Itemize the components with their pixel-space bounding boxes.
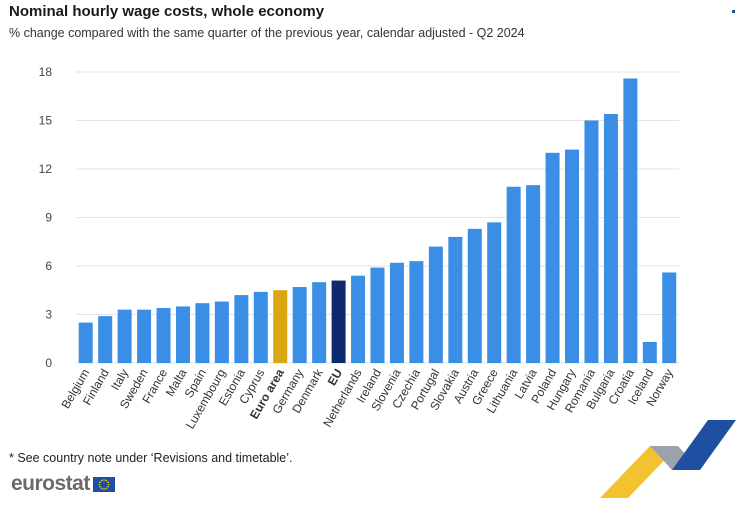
- bar-luxembourg[interactable]: [214, 301, 229, 363]
- bar-croatia[interactable]: [623, 78, 638, 363]
- y-tick-label: 9: [45, 211, 52, 225]
- chart-subtitle: % change compared with the same quarter …: [9, 26, 525, 40]
- y-axis-ticks: 0 3 6 9 12 15 18: [39, 65, 53, 370]
- y-tick-label: 3: [45, 308, 52, 322]
- flag-star: [103, 487, 105, 490]
- bar-belgium[interactable]: [78, 322, 93, 363]
- bar-norway[interactable]: [662, 272, 677, 363]
- eu-flag-icon: [92, 476, 115, 492]
- bar-austria[interactable]: [467, 228, 482, 363]
- bar-bulgaria[interactable]: [603, 114, 618, 363]
- eurostat-logo[interactable]: eurostat: [11, 472, 115, 496]
- flag-star: [99, 485, 101, 488]
- bar-finland[interactable]: [98, 316, 113, 363]
- bar-ireland[interactable]: [370, 267, 385, 363]
- bar-romania[interactable]: [584, 120, 599, 364]
- y-tick-label: 18: [39, 65, 53, 79]
- bar-germany[interactable]: [292, 287, 307, 363]
- y-tick-label: 0: [45, 356, 52, 370]
- brand-wordmark: eurostat: [11, 472, 90, 495]
- bar-slovakia[interactable]: [448, 236, 463, 363]
- bar-france[interactable]: [156, 308, 171, 363]
- chart-title: Nominal hourly wage costs, whole economy: [9, 3, 325, 20]
- bar-greece[interactable]: [487, 222, 502, 363]
- bar-latvia[interactable]: [526, 185, 541, 363]
- eurostat-swoosh-icon: [600, 420, 736, 498]
- corner-mark: [732, 10, 735, 13]
- flag-star: [100, 479, 103, 481]
- flag-star: [107, 483, 110, 485]
- bar-hungary[interactable]: [565, 149, 580, 363]
- bar-spain[interactable]: [195, 303, 210, 363]
- bar-euro-area[interactable]: [273, 290, 288, 363]
- bar-cyprus[interactable]: [253, 291, 268, 363]
- bar-portugal[interactable]: [428, 246, 443, 363]
- bar-czechia[interactable]: [409, 261, 424, 363]
- flag-star: [100, 487, 103, 489]
- flag-star: [98, 483, 101, 485]
- bar-estonia[interactable]: [234, 295, 249, 363]
- y-tick-label: 12: [39, 162, 53, 176]
- x-axis-labels: BelgiumFinlandItalySwedenFranceMaltaSpai…: [59, 366, 676, 432]
- flag-star: [105, 487, 107, 489]
- flag-star: [105, 479, 107, 481]
- bar-eu[interactable]: [331, 280, 346, 363]
- bars: [78, 78, 677, 364]
- y-tick-label: 6: [45, 259, 52, 273]
- flag-star: [107, 485, 109, 488]
- y-tick-label: 15: [39, 114, 53, 128]
- bar-chart: 0 3 6 9 12 15 18 BelgiumFinlandItalySwedenFran…: [39, 65, 679, 432]
- bar-lithuania[interactable]: [506, 186, 521, 363]
- bar-slovenia[interactable]: [389, 262, 404, 363]
- bar-denmark[interactable]: [312, 282, 327, 363]
- bar-italy[interactable]: [117, 309, 132, 363]
- bar-iceland[interactable]: [642, 341, 657, 363]
- flag-star: [107, 480, 109, 483]
- bar-sweden[interactable]: [137, 309, 152, 363]
- bar-poland[interactable]: [545, 152, 560, 363]
- flag-star: [99, 480, 101, 483]
- footnote: * See country note under ‘Revisions and …: [9, 451, 293, 465]
- bar-netherlands[interactable]: [351, 275, 366, 363]
- flag-star: [103, 478, 105, 481]
- bar-malta[interactable]: [175, 306, 190, 363]
